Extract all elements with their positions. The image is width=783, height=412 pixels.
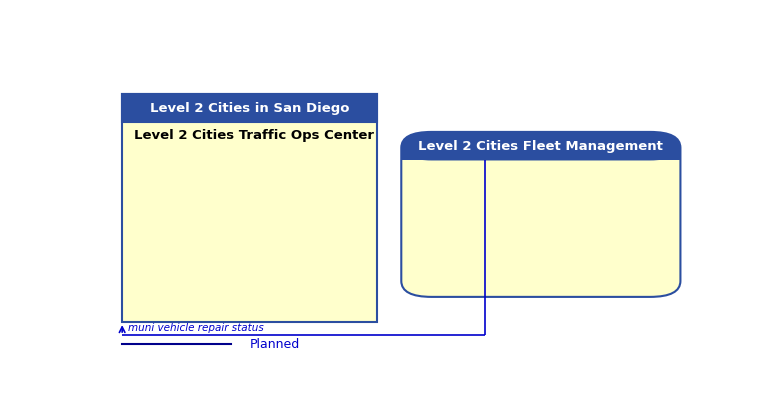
FancyBboxPatch shape [402, 132, 680, 297]
Bar [122, 94, 377, 122]
Text: Level 2 Cities Fleet Management: Level 2 Cities Fleet Management [418, 140, 663, 153]
Text: Level 2 Cities Traffic Ops Center: Level 2 Cities Traffic Ops Center [135, 129, 374, 142]
Bar [122, 94, 377, 322]
Text: Planned: Planned [250, 338, 300, 351]
Text: Level 2 Cities in San Diego: Level 2 Cities in San Diego [150, 102, 349, 115]
Bar [402, 145, 680, 161]
Text: muni vehicle repair status: muni vehicle repair status [128, 323, 264, 333]
FancyBboxPatch shape [402, 132, 680, 161]
Bar [122, 94, 377, 122]
